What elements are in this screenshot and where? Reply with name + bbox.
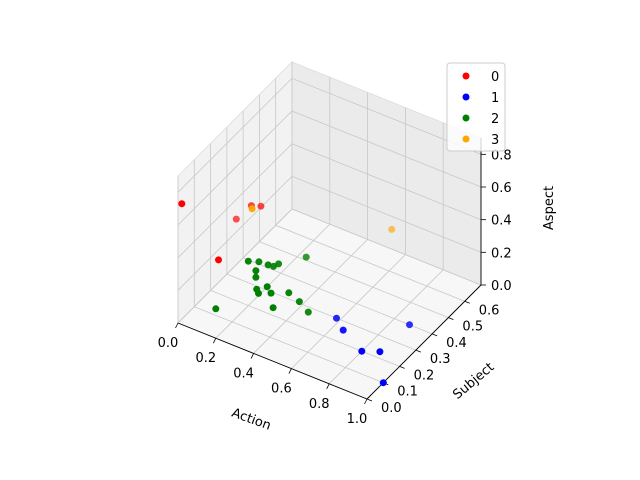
data-point-series-2 [212, 305, 220, 313]
z-tick-label: 0.4 [491, 214, 512, 229]
x-tick-label: 0.0 [158, 336, 179, 351]
data-point-series-0 [178, 200, 186, 208]
x-tick-label: 1.0 [347, 412, 368, 427]
data-point-series-2 [269, 304, 277, 312]
y-tick [366, 398, 373, 402]
data-point-series-3 [388, 225, 396, 233]
data-point-series-0 [215, 256, 222, 264]
gridline-z [177, 208, 482, 324]
data-point-series-1 [358, 347, 366, 355]
x-axis-line [177, 322, 368, 400]
axis-lines [177, 138, 482, 400]
gridline-z [177, 77, 482, 193]
y-tick-label: 0.0 [381, 401, 402, 416]
y-tick [415, 349, 422, 353]
data-point-series-1 [379, 379, 387, 387]
data-point-series-2 [264, 261, 272, 269]
x-tick-label: 0.8 [309, 397, 330, 412]
y-tick-label: 0.3 [430, 352, 451, 367]
x-tick-label: 0.6 [271, 382, 292, 397]
data-point-series-2 [244, 257, 252, 265]
y-tick [448, 317, 454, 320]
data-point-series-2 [302, 253, 310, 261]
legend-marker-2 [462, 114, 470, 122]
legend-frame [446, 62, 506, 152]
x-tick [250, 353, 254, 359]
legend-label-0: 0 [491, 70, 499, 85]
data-point-series-2 [263, 283, 271, 291]
y-tick-label: 0.4 [446, 336, 467, 351]
data-point-series-0 [232, 215, 240, 223]
z-tick-label: 0.8 [491, 148, 512, 163]
data-point-series-1 [339, 326, 347, 334]
data-point-series-2 [255, 289, 262, 297]
y-tick [431, 333, 438, 337]
legend-label-3: 3 [491, 133, 499, 148]
x-tick-label: 0.4 [233, 366, 254, 381]
legend-marker-1 [462, 93, 470, 101]
x-tick [175, 322, 179, 329]
axes-panes [177, 61, 482, 400]
z-tick-label: 0.6 [491, 181, 512, 196]
data-point-series-2 [252, 267, 260, 275]
gridline-z [177, 143, 482, 258]
z-axis-label: Aspect [542, 186, 557, 230]
data-point-series-2 [270, 262, 277, 270]
y-tick [464, 300, 470, 304]
x-axis-label: Action [230, 406, 273, 434]
data-point-series-2 [295, 298, 303, 306]
x-tick [288, 368, 292, 374]
x-tick [212, 338, 217, 344]
data-point-series-2 [285, 289, 293, 297]
y-tick-label: 0.6 [479, 303, 500, 318]
legend-marker-0 [462, 72, 470, 80]
data-point-series-1 [376, 348, 384, 356]
z-tick-label: 0.2 [491, 246, 512, 261]
data-point-series-3 [248, 205, 256, 213]
y-axis-line [366, 284, 482, 400]
y-axis-label: Subject [450, 360, 497, 403]
y-tick-label: 0.2 [414, 368, 435, 383]
x-tick [364, 398, 368, 405]
x-tick [326, 383, 330, 389]
data-point-series-1 [406, 321, 413, 329]
y-tick [399, 366, 405, 369]
legend-marker-3 [462, 135, 470, 143]
tick-marks: 0.00.20.40.60.81.00.00.10.20.30.40.50.60… [158, 148, 512, 427]
data-points [178, 200, 413, 387]
data-point-series-2 [255, 258, 263, 266]
legend: 0 1 2 3 [446, 62, 506, 152]
gridline-z [177, 110, 482, 226]
z-tick-label: 0.0 [491, 279, 512, 294]
data-point-series-2 [267, 289, 275, 297]
data-point-series-2 [304, 308, 312, 316]
data-point-series-1 [333, 314, 340, 322]
gridline-z [177, 175, 482, 291]
data-point-series-0 [257, 202, 265, 210]
data-point-series-2 [252, 273, 260, 281]
y-tick-label: 0.1 [397, 385, 418, 400]
x-tick-label: 0.2 [195, 351, 216, 366]
legend-label-1: 1 [491, 91, 499, 106]
y-tick-label: 0.5 [462, 320, 483, 335]
legend-label-2: 2 [491, 112, 499, 127]
